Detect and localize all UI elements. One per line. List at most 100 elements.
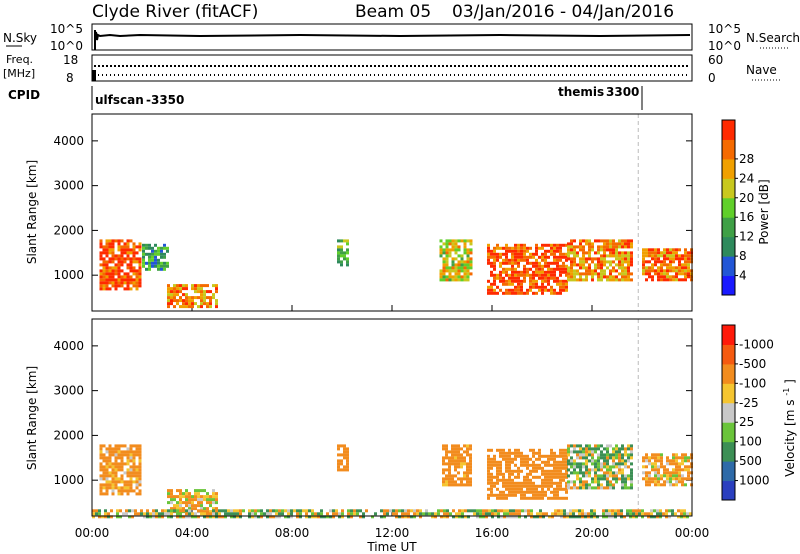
velocity-scatter-cell bbox=[493, 481, 496, 485]
power-scatter-cell bbox=[642, 266, 645, 270]
power-scatter-cell bbox=[490, 261, 493, 265]
power-scatter-cell bbox=[547, 288, 550, 292]
power-scatter-cell bbox=[463, 251, 467, 255]
velocity-scatter-cell bbox=[260, 515, 263, 519]
power-scatter-cell bbox=[526, 258, 529, 262]
power-scatter-cell bbox=[508, 291, 511, 295]
power-scatter-cell bbox=[99, 263, 103, 267]
velocity-scatter-cell bbox=[132, 468, 136, 472]
velocity-scatter-cell bbox=[573, 468, 576, 472]
velocity-scatter-cell bbox=[488, 512, 491, 516]
velocity-scatter-cell bbox=[129, 447, 133, 451]
velocity-scatter-cell bbox=[305, 509, 308, 513]
velocity-scatter-cell bbox=[532, 490, 535, 494]
power-scatter-cell bbox=[579, 245, 582, 249]
power-scatter-cell bbox=[145, 261, 148, 265]
velocity-scatter-cell bbox=[251, 512, 254, 516]
velocity-scatter-cell bbox=[557, 512, 560, 516]
velocity-scatter-cell bbox=[132, 453, 136, 457]
power-ytick-label: 2000 bbox=[53, 223, 84, 237]
velocity-scatter-cell bbox=[346, 459, 349, 463]
velocity-scatter-cell bbox=[591, 459, 594, 463]
velocity-scatter-cell bbox=[266, 509, 269, 513]
velocity-scatter-cell bbox=[129, 489, 133, 493]
velocity-scatter-cell bbox=[179, 509, 182, 513]
velocity-scatter-cell bbox=[660, 462, 663, 466]
velocity-scatter-cell bbox=[657, 477, 660, 481]
velocity-scatter-cell bbox=[672, 453, 675, 457]
velocity-scatter-cell bbox=[419, 515, 422, 519]
velocity-scatter-cell bbox=[479, 512, 482, 516]
velocity-scatter-cell bbox=[675, 474, 678, 478]
velocity-scatter-cell bbox=[135, 486, 139, 490]
velocity-scatter-cell bbox=[496, 466, 499, 470]
velocity-scatter-cell bbox=[675, 477, 678, 481]
power-scatter-cell bbox=[606, 266, 609, 270]
velocity-scatter-cell bbox=[191, 512, 194, 516]
power-scatter-cell bbox=[657, 257, 660, 261]
power-ytick-label: 4000 bbox=[53, 134, 84, 148]
power-scatter-cell bbox=[618, 278, 621, 282]
velocity-scatter-cell bbox=[269, 515, 272, 519]
velocity-scatter-cell bbox=[140, 509, 143, 513]
velocity-scatter-cell bbox=[588, 483, 591, 487]
velocity-colorbar-tick-label: 1000 bbox=[739, 474, 770, 488]
velocity-scatter-cell bbox=[105, 471, 109, 475]
power-scatter-cell bbox=[535, 264, 538, 268]
power-scatter-cell bbox=[660, 260, 663, 264]
velocity-scatter-cell bbox=[606, 447, 609, 451]
velocity-scatter-cell bbox=[442, 477, 445, 481]
velocity-scatter-cell bbox=[215, 492, 218, 496]
power-scatter-cell bbox=[111, 260, 115, 264]
power-scatter-cell bbox=[337, 251, 340, 255]
power-scatter-cell bbox=[160, 261, 163, 265]
power-scatter-cell bbox=[547, 255, 550, 259]
power-scatter-cell bbox=[678, 254, 681, 258]
power-scatter-cell bbox=[508, 282, 511, 286]
velocity-scatter-cell bbox=[657, 465, 660, 469]
velocity-scatter-cell bbox=[254, 509, 257, 513]
velocity-scatter-cell bbox=[559, 454, 562, 458]
velocity-scatter-cell bbox=[550, 484, 553, 488]
power-scatter-cell bbox=[573, 278, 576, 282]
power-scatter-cell bbox=[170, 290, 173, 294]
velocity-scatter-cell bbox=[105, 483, 109, 487]
velocity-scatter-cell bbox=[547, 496, 550, 500]
power-scatter-cell bbox=[126, 242, 130, 246]
velocity-scatter-cell bbox=[451, 444, 454, 448]
power-scatter-cell bbox=[493, 246, 496, 250]
power-scatter-cell bbox=[493, 264, 496, 268]
velocity-scatter-cell bbox=[454, 468, 457, 472]
power-scatter-cell bbox=[340, 260, 343, 264]
velocity-scatter-cell bbox=[539, 512, 542, 516]
velocity-scatter-cell bbox=[606, 444, 609, 448]
power-scatter-cell bbox=[609, 251, 612, 255]
power-scatter-cell bbox=[160, 246, 163, 250]
velocity-scatter-cell bbox=[609, 480, 612, 484]
velocity-scatter-cell bbox=[490, 457, 493, 461]
nsearch-tick-bottom: 10^0 bbox=[708, 39, 741, 53]
velocity-scatter-cell bbox=[541, 454, 544, 458]
power-scatter-cell bbox=[496, 273, 499, 277]
velocity-scatter-cell bbox=[671, 509, 674, 513]
power-scatter-cell bbox=[511, 261, 514, 265]
velocity-scatter-cell bbox=[343, 468, 346, 472]
velocity-scatter-cell bbox=[448, 465, 451, 469]
velocity-units-sup: -1 bbox=[782, 388, 791, 396]
velocity-scatter-cell bbox=[638, 509, 641, 513]
power-scatter-cell bbox=[651, 251, 654, 255]
velocity-scatter-cell bbox=[594, 468, 597, 472]
power-colorbar-tick-label: 20 bbox=[739, 191, 754, 205]
power-scatter-cell bbox=[576, 254, 579, 258]
velocity-scatter-cell bbox=[490, 466, 493, 470]
velocity-scatter-cell bbox=[455, 512, 458, 516]
velocity-scatter-cell bbox=[621, 447, 624, 451]
velocity-scatter-cell bbox=[176, 501, 179, 505]
velocity-scatter-cell bbox=[603, 477, 606, 481]
velocity-scatter-cell bbox=[212, 501, 215, 505]
velocity-scatter-cell bbox=[579, 462, 582, 466]
velocity-scatter-cell bbox=[260, 509, 263, 513]
velocity-scatter-cell bbox=[401, 515, 404, 519]
velocity-scatter-cell bbox=[672, 477, 675, 481]
velocity-colorbar-segment bbox=[722, 480, 735, 501]
